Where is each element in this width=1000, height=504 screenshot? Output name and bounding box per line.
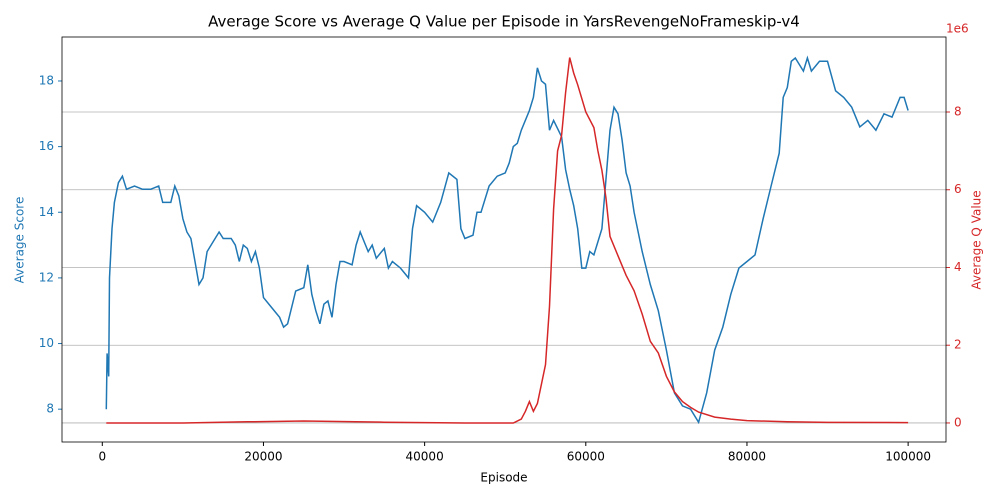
y2-tick-label: 0 xyxy=(954,415,962,429)
y-tick-label: 12 xyxy=(39,270,54,284)
x-tick-label: 80000 xyxy=(728,450,766,464)
plot-frame xyxy=(61,36,947,443)
x-axis-label: Episode xyxy=(480,471,527,485)
chart-title: Average Score vs Average Q Value per Epi… xyxy=(208,13,800,31)
x-tick-label: 20000 xyxy=(244,450,282,464)
y2-tick-label: 2 xyxy=(954,338,962,352)
y2-offset-text: 1e6 xyxy=(946,22,969,36)
y2-axis-label: Average Q Value xyxy=(970,190,984,289)
y2-tick-label: 4 xyxy=(954,260,962,274)
series-line xyxy=(106,57,909,424)
y2-tick-label: 6 xyxy=(954,182,962,196)
x-tick-label: 60000 xyxy=(567,450,605,464)
y-axis-label: Average Score xyxy=(13,197,27,284)
y2-tick-label: 8 xyxy=(954,105,962,119)
series-line xyxy=(105,55,909,425)
y-tick-label: 14 xyxy=(39,205,54,219)
x-tick-label: 40000 xyxy=(406,450,444,464)
y-tick-label: 10 xyxy=(39,336,54,350)
y-tick-label: 8 xyxy=(46,402,54,416)
x-tick-label: 0 xyxy=(98,450,106,464)
y-tick-label: 18 xyxy=(39,73,54,87)
x-tick-label: 100000 xyxy=(885,450,931,464)
y-tick-label: 16 xyxy=(39,139,54,153)
